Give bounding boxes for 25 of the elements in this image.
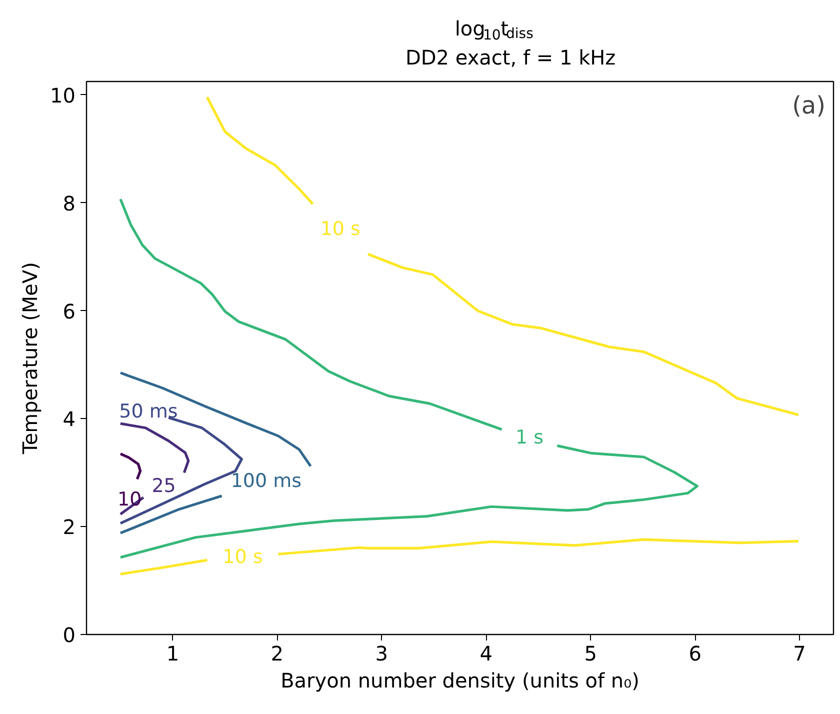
x-tick-label: 2 [270, 642, 284, 666]
y-tick-label: 6 [62, 299, 76, 324]
series-label: 1 s [515, 426, 544, 449]
series-label: 100 ms [230, 470, 302, 492]
x-axis-title: Baryon number density (units of n₀) [280, 668, 640, 692]
series-label: 25 [152, 475, 176, 498]
x-tick-label: 7 [793, 642, 806, 666]
x-tick-label: 6 [688, 642, 702, 666]
y-axis-title: Temperature (MeV) [18, 262, 42, 455]
x-tick-label: 1 [166, 642, 180, 666]
annotation: (a) [792, 92, 826, 120]
series-label: 10 [118, 488, 142, 511]
line-series [119, 452, 142, 480]
x-tick-label: 4 [480, 642, 492, 666]
y-tick-label: 8 [62, 191, 76, 216]
y-tick-label: 4 [62, 407, 76, 432]
y-tick-label: 2 [62, 515, 76, 540]
chart-subtitle: DD2 exact, f = 1 kHz [405, 46, 616, 70]
x-tick-label: 3 [375, 642, 388, 666]
series-label: 10 s [320, 218, 360, 240]
x-tick-label: 5 [584, 642, 597, 666]
y-tick-label: 10 [50, 83, 76, 108]
series-label: 10 s [222, 546, 263, 568]
series-label: 50 ms [119, 400, 178, 422]
y-tick-label: 0 [62, 623, 76, 647]
